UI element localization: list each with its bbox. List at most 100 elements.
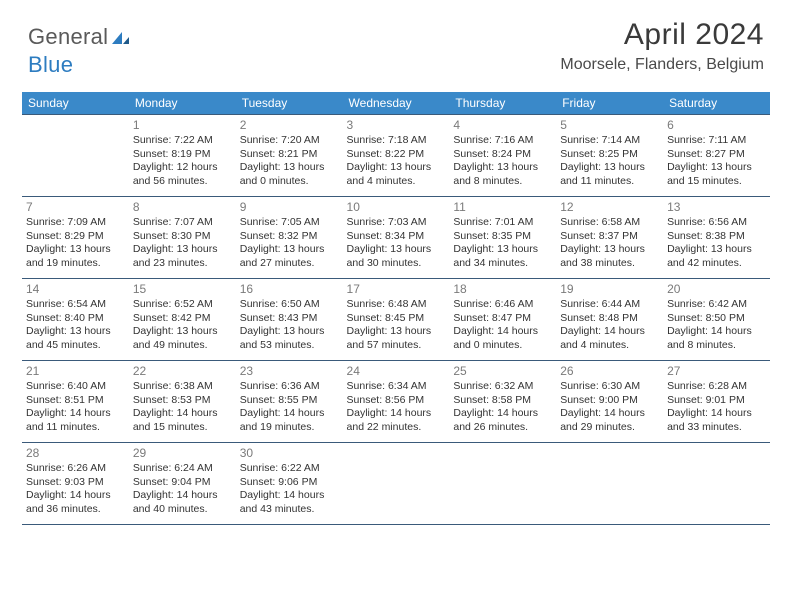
day-cell: 14Sunrise: 6:54 AMSunset: 8:40 PMDayligh… — [22, 279, 129, 361]
sunrise-line: Sunrise: 6:56 AM — [667, 216, 766, 229]
sunset-line: Sunset: 8:27 PM — [667, 148, 766, 161]
sunrise-line: Sunrise: 7:22 AM — [133, 134, 232, 147]
day-header-row: SundayMondayTuesdayWednesdayThursdayFrid… — [22, 92, 770, 115]
sunrise-line: Sunrise: 6:44 AM — [560, 298, 659, 311]
sunrise-line: Sunrise: 6:40 AM — [26, 380, 125, 393]
sunrise-line: Sunrise: 6:28 AM — [667, 380, 766, 393]
sunset-line: Sunset: 8:47 PM — [453, 312, 552, 325]
sunset-line: Sunset: 9:03 PM — [26, 476, 125, 489]
sunset-line: Sunset: 8:38 PM — [667, 230, 766, 243]
daylight-line: Daylight: 13 hours and 34 minutes. — [453, 243, 552, 270]
sunrise-line: Sunrise: 6:32 AM — [453, 380, 552, 393]
day-header: Sunday — [22, 92, 129, 115]
page-title: April 2024 — [560, 18, 764, 52]
day-header: Wednesday — [343, 92, 450, 115]
sunset-line: Sunset: 8:21 PM — [240, 148, 339, 161]
sunset-line: Sunset: 9:01 PM — [667, 394, 766, 407]
day-number: 21 — [26, 364, 125, 379]
day-number: 3 — [347, 118, 446, 133]
sunset-line: Sunset: 8:48 PM — [560, 312, 659, 325]
sunset-line: Sunset: 8:30 PM — [133, 230, 232, 243]
day-cell: 26Sunrise: 6:30 AMSunset: 9:00 PMDayligh… — [556, 361, 663, 443]
daylight-line: Daylight: 13 hours and 4 minutes. — [347, 161, 446, 188]
daylight-line: Daylight: 14 hours and 4 minutes. — [560, 325, 659, 352]
sunset-line: Sunset: 8:51 PM — [26, 394, 125, 407]
sunrise-line: Sunrise: 6:34 AM — [347, 380, 446, 393]
day-cell: 12Sunrise: 6:58 AMSunset: 8:37 PMDayligh… — [556, 197, 663, 279]
day-number: 27 — [667, 364, 766, 379]
daylight-line: Daylight: 14 hours and 40 minutes. — [133, 489, 232, 516]
day-number: 26 — [560, 364, 659, 379]
day-cell: 25Sunrise: 6:32 AMSunset: 8:58 PMDayligh… — [449, 361, 556, 443]
sunset-line: Sunset: 8:56 PM — [347, 394, 446, 407]
sunrise-line: Sunrise: 6:54 AM — [26, 298, 125, 311]
daylight-line: Daylight: 12 hours and 56 minutes. — [133, 161, 232, 188]
day-cell: 5Sunrise: 7:14 AMSunset: 8:25 PMDaylight… — [556, 115, 663, 197]
day-number: 16 — [240, 282, 339, 297]
day-header: Friday — [556, 92, 663, 115]
daylight-line: Daylight: 14 hours and 11 minutes. — [26, 407, 125, 434]
sunset-line: Sunset: 8:43 PM — [240, 312, 339, 325]
sunset-line: Sunset: 8:32 PM — [240, 230, 339, 243]
daylight-line: Daylight: 14 hours and 29 minutes. — [560, 407, 659, 434]
daylight-line: Daylight: 13 hours and 27 minutes. — [240, 243, 339, 270]
daylight-line: Daylight: 13 hours and 42 minutes. — [667, 243, 766, 270]
day-number: 25 — [453, 364, 552, 379]
day-number: 7 — [26, 200, 125, 215]
sunrise-line: Sunrise: 6:48 AM — [347, 298, 446, 311]
calendar-tbody: 1Sunrise: 7:22 AMSunset: 8:19 PMDaylight… — [22, 115, 770, 525]
sunset-line: Sunset: 8:45 PM — [347, 312, 446, 325]
daylight-line: Daylight: 13 hours and 57 minutes. — [347, 325, 446, 352]
sunset-line: Sunset: 8:55 PM — [240, 394, 339, 407]
sunset-line: Sunset: 8:19 PM — [133, 148, 232, 161]
sunset-line: Sunset: 8:37 PM — [560, 230, 659, 243]
sunrise-line: Sunrise: 6:22 AM — [240, 462, 339, 475]
daylight-line: Daylight: 13 hours and 38 minutes. — [560, 243, 659, 270]
header: General Blue April 2024 Moorsele, Flande… — [0, 0, 792, 86]
day-number: 11 — [453, 200, 552, 215]
sunrise-line: Sunrise: 7:20 AM — [240, 134, 339, 147]
day-cell: 6Sunrise: 7:11 AMSunset: 8:27 PMDaylight… — [663, 115, 770, 197]
day-number: 6 — [667, 118, 766, 133]
daylight-line: Daylight: 14 hours and 19 minutes. — [240, 407, 339, 434]
sunrise-line: Sunrise: 6:36 AM — [240, 380, 339, 393]
day-cell: 9Sunrise: 7:05 AMSunset: 8:32 PMDaylight… — [236, 197, 343, 279]
day-header: Monday — [129, 92, 236, 115]
daylight-line: Daylight: 13 hours and 45 minutes. — [26, 325, 125, 352]
sunrise-line: Sunrise: 7:18 AM — [347, 134, 446, 147]
daylight-line: Daylight: 13 hours and 15 minutes. — [667, 161, 766, 188]
sunrise-line: Sunrise: 7:01 AM — [453, 216, 552, 229]
day-cell — [556, 443, 663, 525]
sunset-line: Sunset: 9:04 PM — [133, 476, 232, 489]
sunrise-line: Sunrise: 6:30 AM — [560, 380, 659, 393]
sunrise-line: Sunrise: 7:16 AM — [453, 134, 552, 147]
title-block: April 2024 Moorsele, Flanders, Belgium — [560, 18, 764, 74]
day-cell: 23Sunrise: 6:36 AMSunset: 8:55 PMDayligh… — [236, 361, 343, 443]
daylight-line: Daylight: 14 hours and 36 minutes. — [26, 489, 125, 516]
logo-word1: General — [28, 24, 108, 49]
day-number: 12 — [560, 200, 659, 215]
daylight-line: Daylight: 14 hours and 43 minutes. — [240, 489, 339, 516]
sunrise-line: Sunrise: 7:07 AM — [133, 216, 232, 229]
day-number: 10 — [347, 200, 446, 215]
calendar: SundayMondayTuesdayWednesdayThursdayFrid… — [22, 92, 770, 525]
sunset-line: Sunset: 8:22 PM — [347, 148, 446, 161]
day-number: 5 — [560, 118, 659, 133]
daylight-line: Daylight: 14 hours and 33 minutes. — [667, 407, 766, 434]
day-cell: 24Sunrise: 6:34 AMSunset: 8:56 PMDayligh… — [343, 361, 450, 443]
day-number: 28 — [26, 446, 125, 461]
week-row: 1Sunrise: 7:22 AMSunset: 8:19 PMDaylight… — [22, 115, 770, 197]
sunrise-line: Sunrise: 6:38 AM — [133, 380, 232, 393]
calendar-thead: SundayMondayTuesdayWednesdayThursdayFrid… — [22, 92, 770, 115]
day-number: 2 — [240, 118, 339, 133]
daylight-line: Daylight: 13 hours and 11 minutes. — [560, 161, 659, 188]
day-number: 14 — [26, 282, 125, 297]
day-number: 22 — [133, 364, 232, 379]
sunset-line: Sunset: 8:58 PM — [453, 394, 552, 407]
daylight-line: Daylight: 14 hours and 26 minutes. — [453, 407, 552, 434]
sunset-line: Sunset: 8:24 PM — [453, 148, 552, 161]
sunrise-line: Sunrise: 7:09 AM — [26, 216, 125, 229]
day-number: 20 — [667, 282, 766, 297]
day-cell: 17Sunrise: 6:48 AMSunset: 8:45 PMDayligh… — [343, 279, 450, 361]
location-label: Moorsele, Flanders, Belgium — [560, 56, 764, 74]
